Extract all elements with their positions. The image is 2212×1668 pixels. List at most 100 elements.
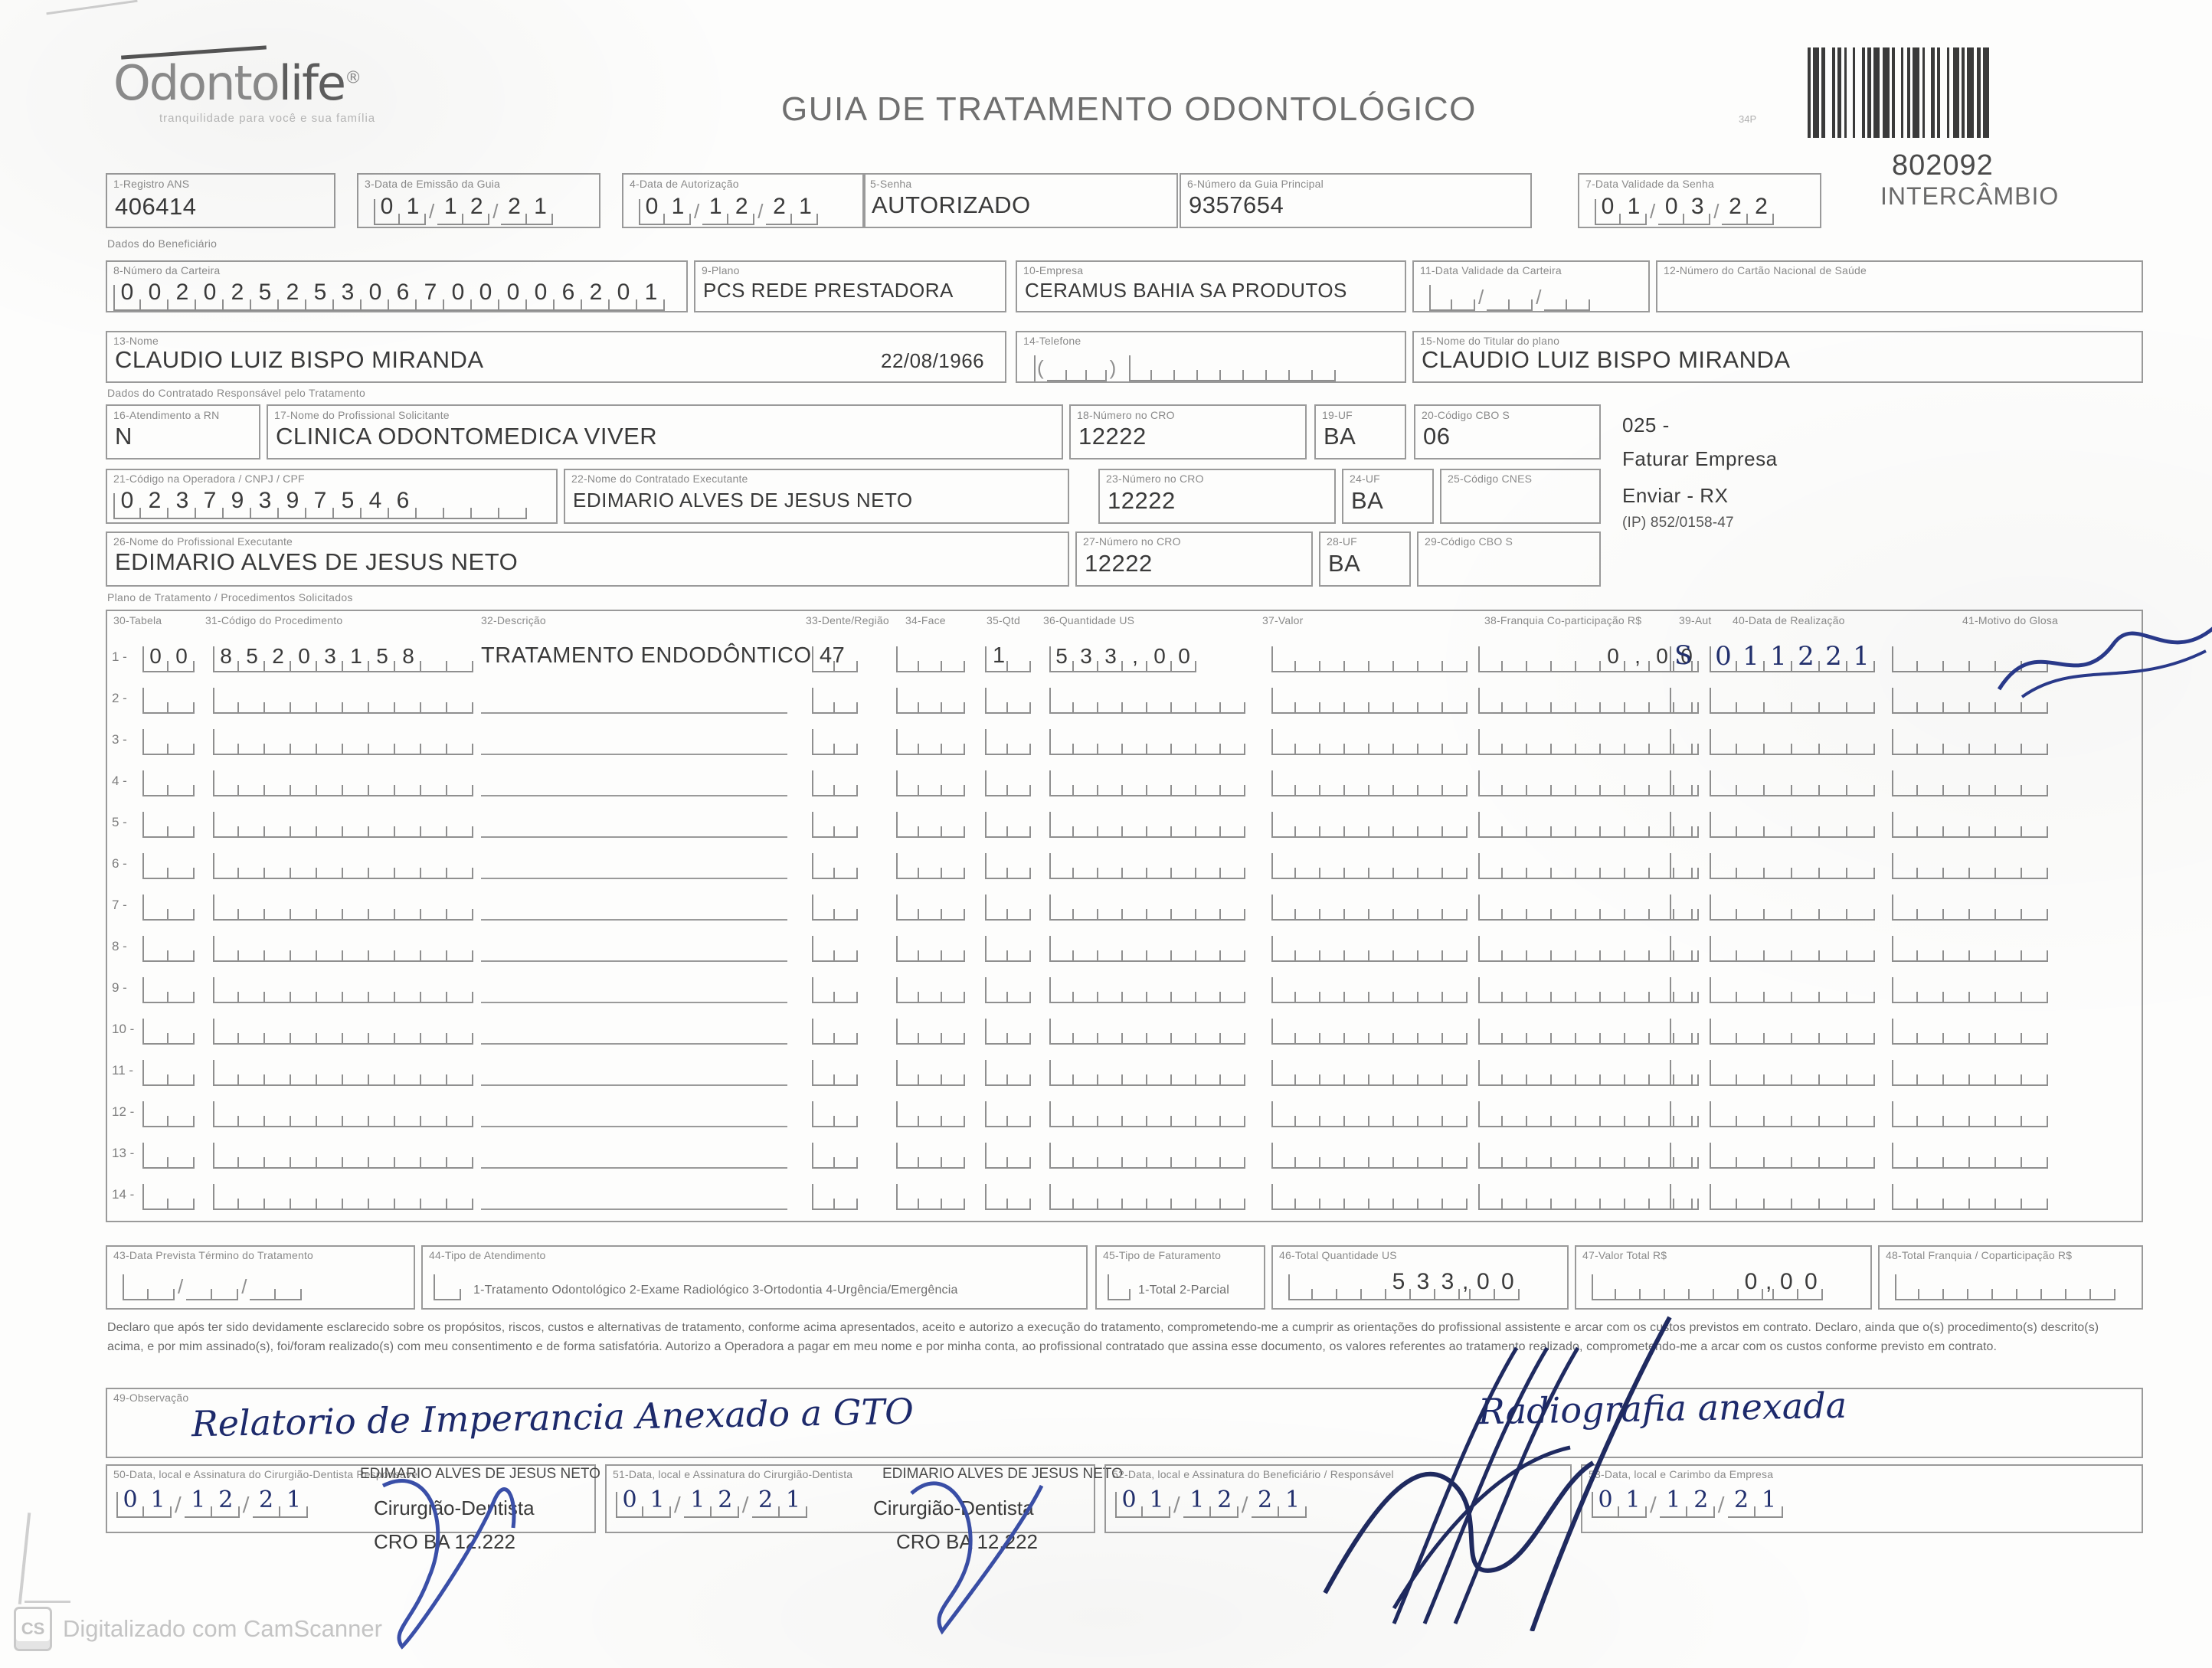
comb-cell[interactable] [1503, 683, 1527, 714]
comb-cell[interactable] [919, 1179, 942, 1210]
comb-cell[interactable] [919, 931, 942, 962]
comb-cell[interactable] [1296, 683, 1320, 714]
comb-cell[interactable] [317, 1179, 343, 1210]
empty-description-line[interactable] [481, 1084, 787, 1086]
comb-cell[interactable] [1919, 1265, 1944, 1300]
field-senha[interactable] [862, 173, 1178, 228]
comb-cell[interactable]: 3 [169, 484, 196, 519]
comb-cell[interactable]: 1 [1847, 641, 1875, 672]
comb-cell[interactable] [1394, 807, 1418, 838]
comb-cell[interactable] [317, 931, 343, 962]
comb-field[interactable] [812, 807, 858, 838]
comb-field[interactable] [213, 1097, 473, 1127]
comb-cell[interactable] [1527, 683, 1552, 714]
comb-field[interactable] [1049, 931, 1245, 962]
comb-cell[interactable]: 2 [751, 1483, 780, 1518]
comb-field[interactable] [1478, 1055, 1699, 1086]
value-telefone-number[interactable] [1129, 346, 1336, 381]
comb-cell[interactable] [1710, 1138, 1737, 1169]
comb-cell[interactable] [1296, 931, 1320, 962]
comb-cell[interactable] [1074, 724, 1098, 755]
comb-field[interactable] [1049, 683, 1245, 714]
comb-field[interactable] [1478, 766, 1699, 796]
comb-cell[interactable] [1369, 1055, 1394, 1086]
comb-cell[interactable] [2022, 1014, 2048, 1045]
comb-cell[interactable] [239, 1014, 265, 1045]
comb-cell[interactable] [1049, 1097, 1074, 1127]
comb-cell[interactable]: 2 [265, 642, 291, 672]
comb-field[interactable] [1710, 724, 1875, 755]
comb-cell[interactable] [1478, 724, 1503, 755]
comb-cell[interactable] [213, 766, 239, 796]
comb-cell[interactable] [1918, 1179, 1944, 1210]
comb-cell[interactable] [1098, 1097, 1123, 1127]
comb-cell[interactable] [835, 683, 858, 714]
value-tipo-atendimento[interactable] [434, 1265, 461, 1300]
comb-cell[interactable] [1049, 1014, 1074, 1045]
comb-cell[interactable] [421, 683, 447, 714]
comb-cell[interactable] [835, 931, 858, 962]
comb-cell[interactable] [1737, 973, 1765, 1003]
comb-cell[interactable] [1271, 849, 1296, 879]
comb-cell[interactable] [1576, 807, 1601, 838]
comb-cell[interactable] [291, 1014, 317, 1045]
field-contratado-executante[interactable] [564, 469, 1069, 524]
value-telefone[interactable]: () [1034, 346, 1119, 381]
comb-cell[interactable] [343, 1138, 369, 1169]
comb-cell[interactable] [1296, 807, 1320, 838]
comb-cell[interactable] [812, 1179, 835, 1210]
comb-cell[interactable] [1552, 1055, 1576, 1086]
comb-field[interactable] [985, 1055, 1031, 1086]
comb-cell[interactable] [1792, 1179, 1820, 1210]
comb-cell[interactable] [395, 766, 421, 796]
comb-cell[interactable] [421, 642, 447, 672]
comb-cell[interactable] [1552, 1014, 1576, 1045]
comb-cell[interactable] [421, 1055, 447, 1086]
comb-cell[interactable] [1892, 1014, 1918, 1045]
comb-cell[interactable] [1049, 766, 1074, 796]
comb-cell[interactable] [169, 766, 195, 796]
comb-cell[interactable] [1049, 724, 1074, 755]
comb-cell[interactable] [1641, 1265, 1665, 1300]
comb-cell[interactable] [1478, 642, 1503, 672]
comb-cell[interactable] [1296, 724, 1320, 755]
comb-cell[interactable] [1996, 849, 2022, 879]
comb-cell[interactable] [1892, 807, 1918, 838]
comb-cell[interactable] [265, 849, 291, 879]
comb-cell[interactable] [1710, 849, 1737, 879]
comb-field[interactable] [1271, 973, 1468, 1003]
comb-cell[interactable] [1503, 890, 1527, 921]
comb-cell[interactable] [239, 683, 265, 714]
comb-cell[interactable] [1196, 724, 1221, 755]
comb-cell[interactable] [1320, 724, 1345, 755]
comb-cell[interactable] [1944, 766, 1970, 796]
comb-cell[interactable]: 0 [291, 642, 317, 672]
comb-cell[interactable]: 2 [279, 276, 306, 311]
comb-cell[interactable] [1487, 276, 1510, 311]
comb-cell[interactable] [395, 1097, 421, 1127]
comb-cell[interactable] [1792, 1055, 1820, 1086]
comb-cell[interactable] [239, 931, 265, 962]
comb-cell[interactable] [1944, 973, 1970, 1003]
comb-cell[interactable] [1552, 683, 1576, 714]
comb-cell[interactable] [169, 1014, 195, 1045]
comb-cell[interactable]: 5 [334, 484, 362, 519]
comb-cell[interactable] [369, 1055, 395, 1086]
comb-cell[interactable]: 0 [196, 276, 224, 311]
comb-cell[interactable] [265, 724, 291, 755]
comb-cell[interactable] [1847, 973, 1875, 1003]
comb-cell[interactable] [1049, 1055, 1074, 1086]
comb-cell[interactable] [291, 890, 317, 921]
comb-cell[interactable] [812, 931, 835, 962]
comb-cell[interactable] [1792, 724, 1820, 755]
comb-cell[interactable]: 2 [501, 190, 528, 225]
comb-cell[interactable] [1074, 766, 1098, 796]
comb-cell[interactable] [1443, 683, 1468, 714]
comb-cell[interactable] [1765, 766, 1792, 796]
comb-cell[interactable] [447, 1179, 473, 1210]
comb-cell[interactable]: 0 [639, 190, 665, 225]
comb-cell[interactable]: 1 [1737, 641, 1765, 672]
comb-cell[interactable]: 0 [444, 276, 472, 311]
comb-cell[interactable] [2022, 766, 2048, 796]
comb-field[interactable] [1478, 973, 1699, 1003]
